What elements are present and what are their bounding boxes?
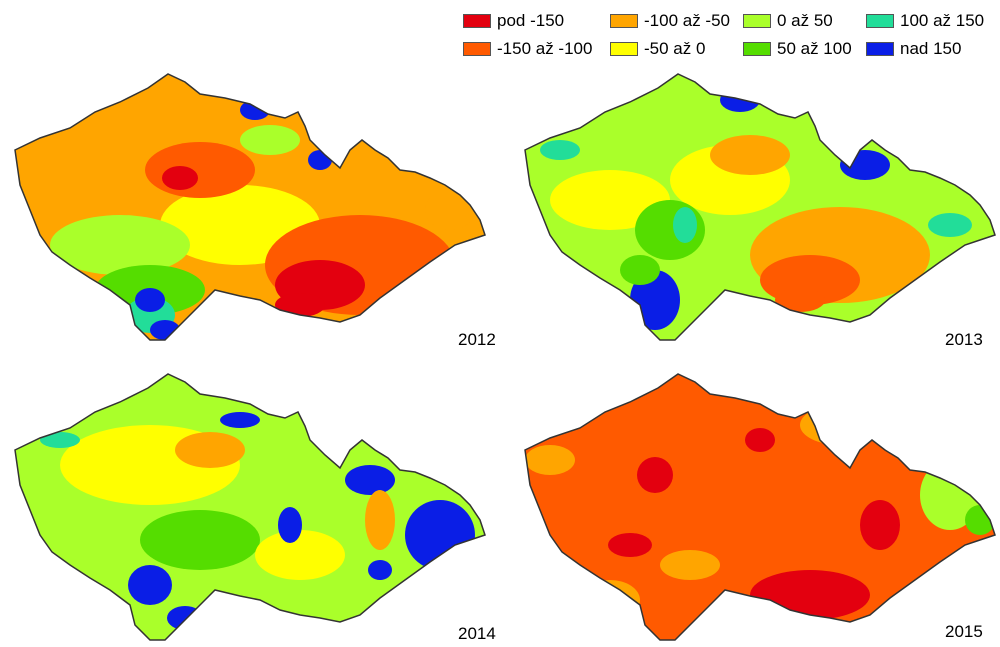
czech-map-2015 <box>524 373 996 641</box>
legend-item: 50 až 100 <box>743 38 852 60</box>
legend-item: -50 až 0 <box>610 38 705 60</box>
year-label: 2012 <box>458 330 496 349</box>
legend-swatch <box>610 14 638 28</box>
legend-item: pod -150 <box>463 10 564 32</box>
legend-label: pod -150 <box>497 11 565 30</box>
legend-label: 50 až 100 <box>777 39 852 58</box>
czech-map-2013 <box>524 73 996 341</box>
year-label: 2014 <box>458 624 496 643</box>
legend-label: -50 až 0 <box>644 39 706 58</box>
map-panel-2012: 2012 <box>0 60 500 350</box>
czech-map-2012 <box>14 73 486 341</box>
legend-swatch <box>463 14 491 28</box>
year-label: 2015 <box>945 622 983 641</box>
year-label: 2013 <box>945 330 983 349</box>
legend-item: -150 až -100 <box>463 38 592 60</box>
map-panel-2013: 2013 <box>505 60 1000 350</box>
legend-label: -100 až -50 <box>644 11 730 30</box>
legend-swatch <box>743 14 771 28</box>
map-panel-2015: 2015 <box>505 360 1000 647</box>
legend-item: nad 150 <box>866 38 961 60</box>
legend: pod -150 -150 až -100 -100 až -50 -50 až… <box>0 0 1000 70</box>
czech-map-2014 <box>14 373 486 641</box>
legend-label: 100 až 150 <box>900 11 985 30</box>
legend-label: 0 až 50 <box>777 11 833 30</box>
legend-swatch <box>743 42 771 56</box>
legend-swatch <box>866 42 894 56</box>
legend-label: nad 150 <box>900 39 962 58</box>
legend-swatch <box>610 42 638 56</box>
legend-swatch <box>866 14 894 28</box>
legend-swatch <box>463 42 491 56</box>
legend-item: 100 až 150 <box>866 10 984 32</box>
map-panel-2014: 2014 <box>0 360 500 647</box>
legend-label: -150 až -100 <box>497 39 593 58</box>
legend-item: -100 až -50 <box>610 10 730 32</box>
legend-item: 0 až 50 <box>743 10 833 32</box>
